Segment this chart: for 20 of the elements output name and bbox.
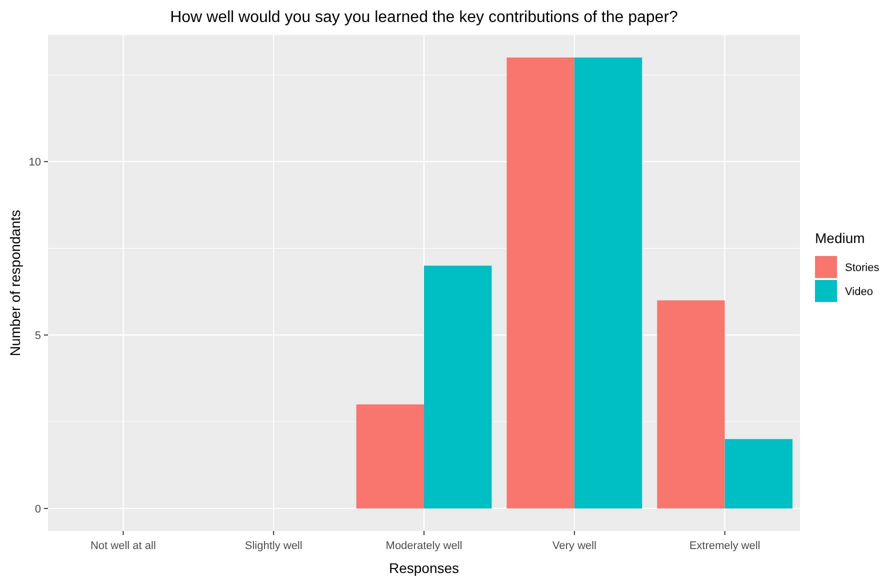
x-axis-title: Responses — [388, 560, 460, 576]
bar — [424, 266, 492, 508]
bar — [574, 58, 642, 508]
x-tick-label: Very well — [552, 540, 596, 552]
x-tick-label: Not well at all — [90, 540, 156, 552]
y-tick-label: 10 — [28, 156, 41, 168]
bar — [724, 439, 792, 508]
x-tick-label: Slightly well — [244, 540, 302, 552]
legend-title: Medium — [815, 230, 865, 246]
chart-title: How well would you say you learned the key contributions of the paper? — [170, 9, 678, 26]
y-tick-label: 0 — [34, 503, 41, 516]
legend-label: Video — [845, 286, 873, 298]
bar — [657, 300, 725, 508]
x-tick-label: Moderately well — [386, 540, 462, 552]
legend-label: Stories — [845, 262, 880, 274]
x-tick-label: Extremely well — [689, 540, 760, 552]
y-axis-title: Number of respondants — [7, 210, 23, 356]
bar — [506, 58, 574, 508]
y-tick-label: 5 — [34, 330, 41, 342]
bar — [356, 404, 424, 508]
